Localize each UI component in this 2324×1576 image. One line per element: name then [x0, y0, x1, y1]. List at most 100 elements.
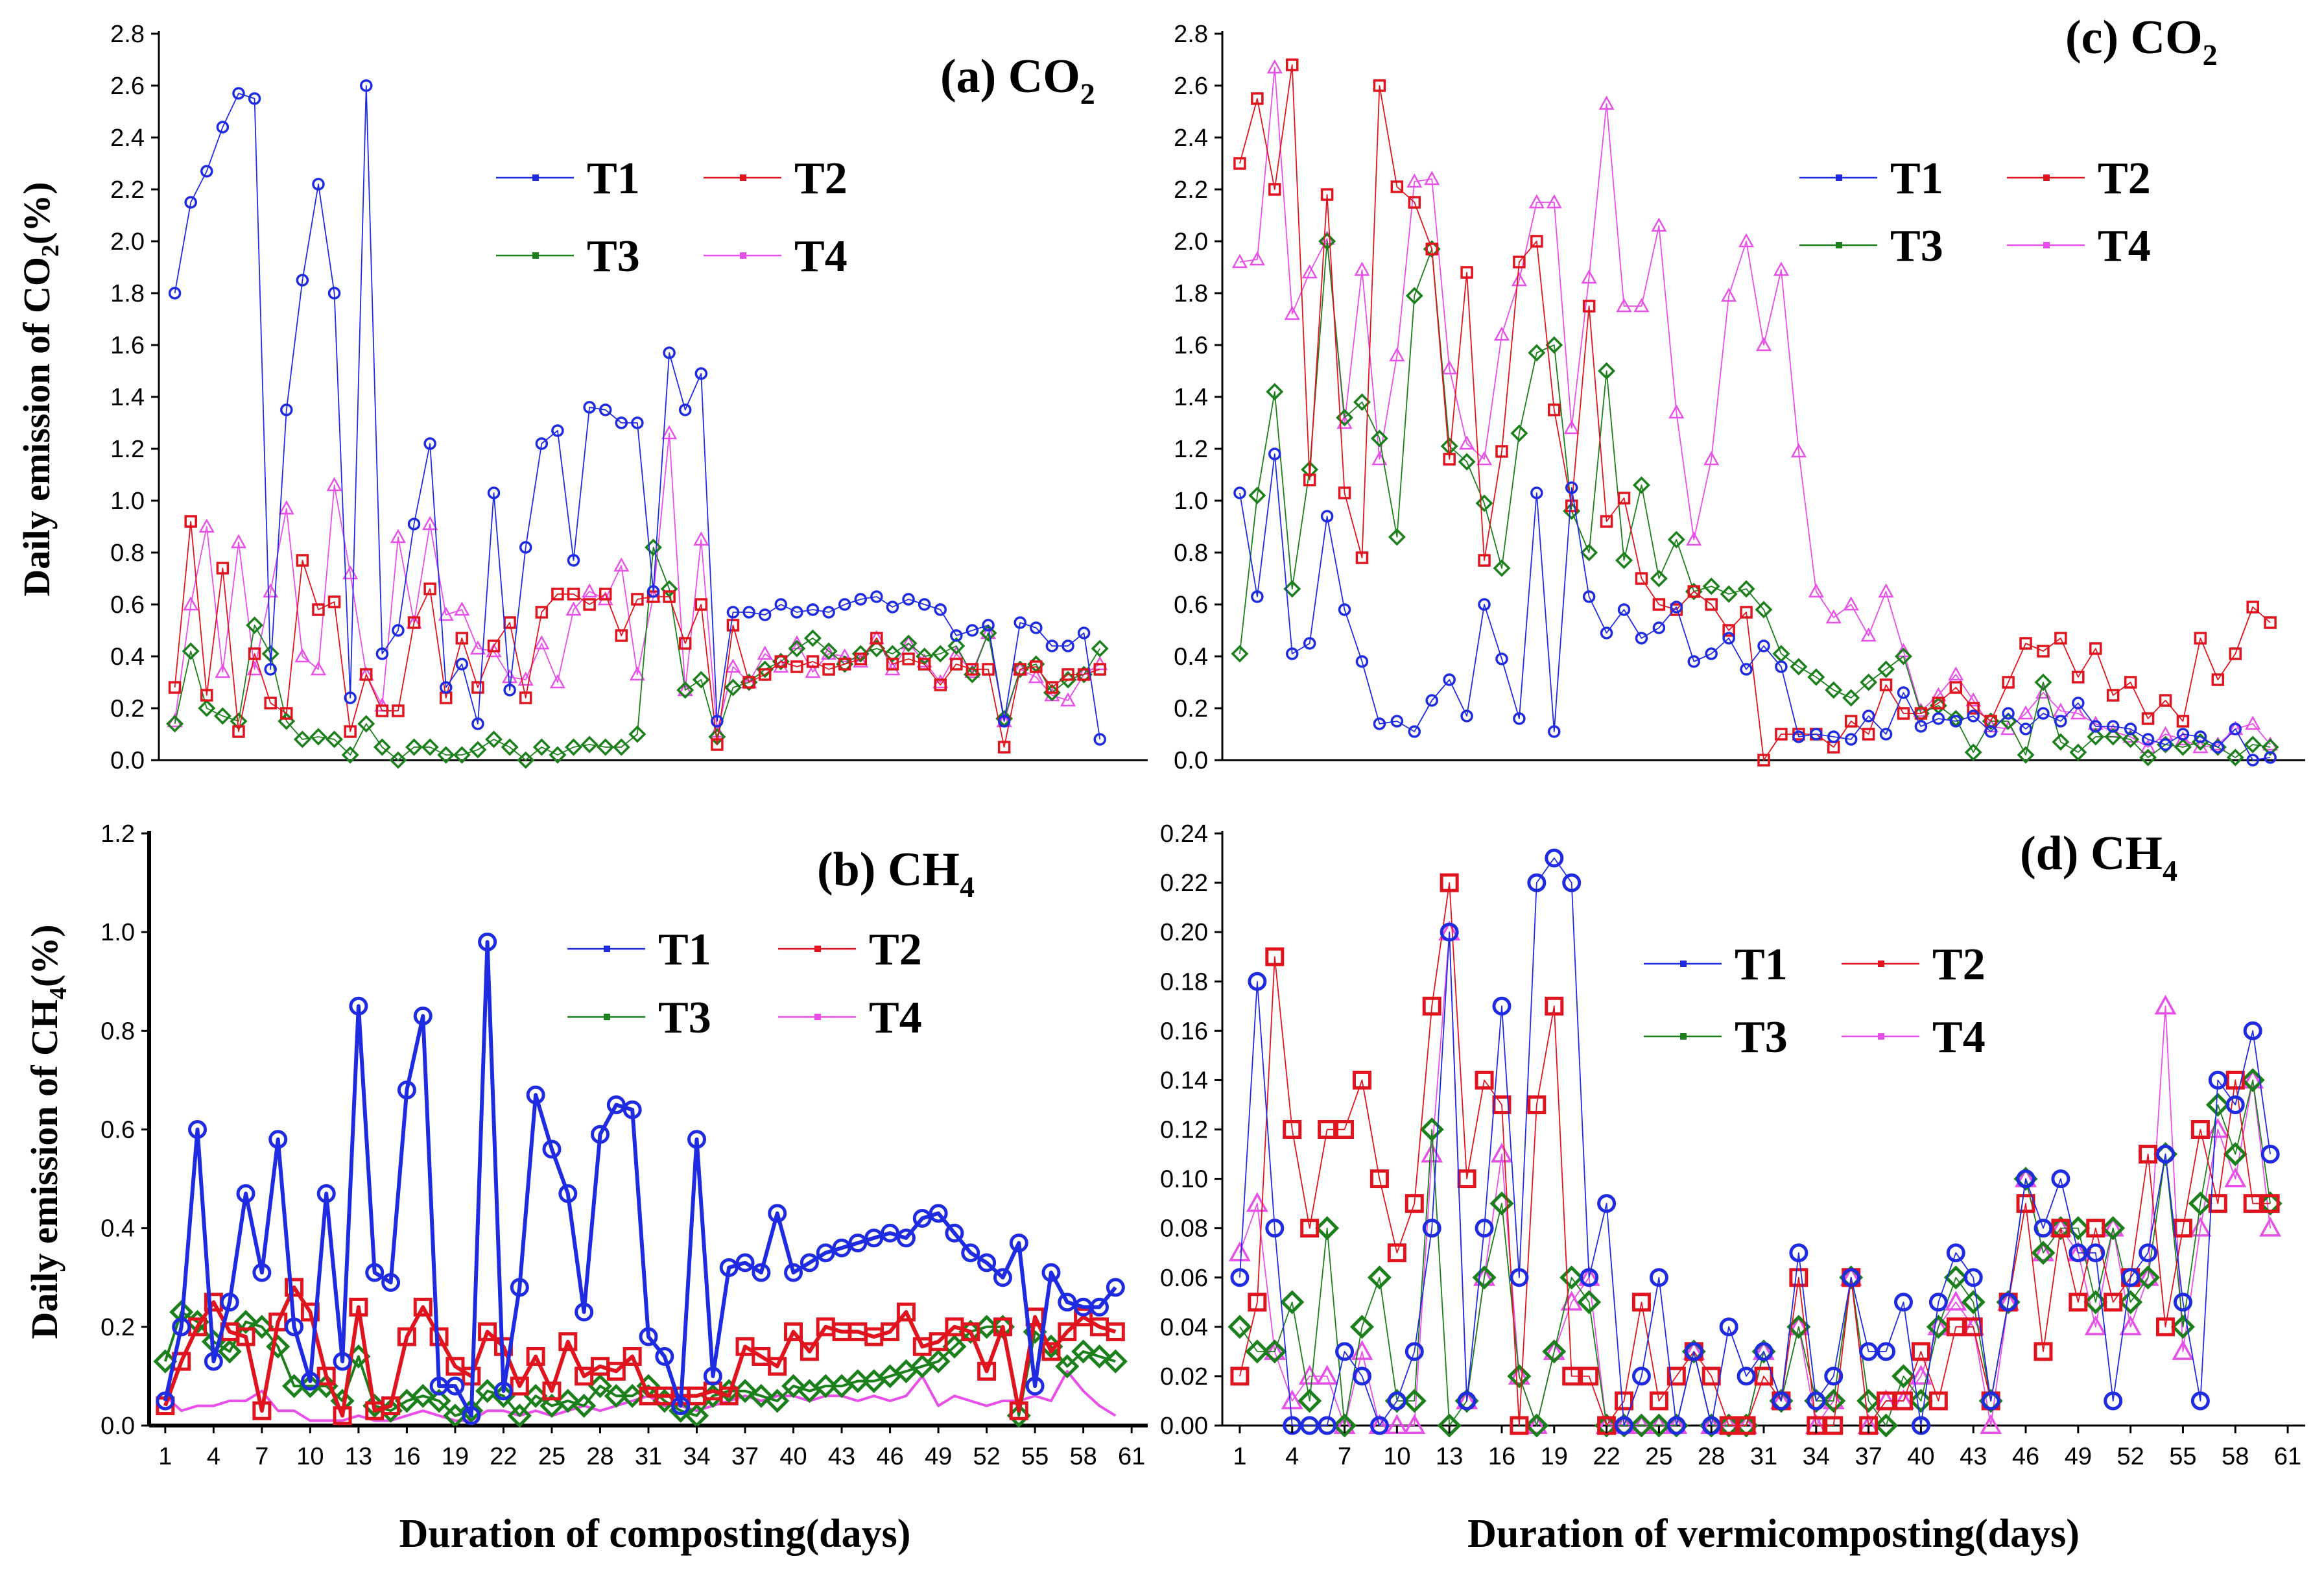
panel-d-point-t2 — [1545, 996, 1564, 1016]
panel-a-point-t2 — [902, 652, 915, 665]
panel-b-point-t1 — [881, 1223, 900, 1243]
panel-b-point-t3 — [813, 1374, 838, 1398]
panel-d-point-t2 — [2208, 1194, 2227, 1213]
panel-b-point-t2 — [800, 1342, 819, 1361]
panel-d-legend-item-t4: T4 — [1842, 1012, 1986, 1062]
panel-c-point-t2 — [1600, 515, 1613, 528]
panel-b-point-t2 — [575, 1367, 594, 1386]
panel-b-point-t1 — [172, 1317, 191, 1337]
panel-a-point-t3 — [293, 730, 311, 748]
panel-a-point-t4 — [661, 425, 678, 440]
panel-d-point-t2 — [1580, 1367, 1599, 1386]
panel-d-point-t2 — [1631, 1293, 1651, 1312]
panel-a-point-t4 — [294, 648, 311, 663]
panel-a-point-t4 — [549, 674, 566, 689]
panel-d-point-t2 — [1789, 1268, 1808, 1287]
panel-c-point-t3 — [1737, 580, 1755, 598]
panel-b-point-t1 — [252, 1263, 272, 1282]
panel-d-point-t1 — [1666, 1416, 1686, 1435]
panel-c-point-t3 — [1580, 543, 1598, 562]
panel-a-point-t2 — [726, 619, 740, 632]
panel-c-point-t3 — [1615, 551, 1633, 569]
panel-b-point-t3 — [1103, 1349, 1128, 1374]
panel-a-point-t3 — [469, 741, 487, 759]
panel-a-title: (a) CO2 — [940, 50, 1095, 110]
panel-a-point-t4 — [422, 516, 438, 531]
panel-c-point-t4 — [1773, 261, 1790, 276]
panel-c-point-t3 — [2034, 673, 2052, 691]
panel-d-xtick-label: 25 — [1645, 1443, 1672, 1470]
panel-d-point-t1 — [1422, 1219, 1441, 1238]
panel-c-legend-label: T3 — [1890, 221, 1943, 271]
panel-d-point-t2 — [1475, 1070, 1494, 1090]
panel-a-ytick-label: 0.6 — [110, 591, 145, 619]
panel-c-point-t4 — [1668, 404, 1685, 419]
panel-a-point-t2 — [280, 707, 293, 720]
panel-d-point-t4 — [1927, 1315, 1950, 1335]
panel-d-point-t2 — [1300, 1219, 1320, 1238]
panel-a-point-t4 — [469, 640, 486, 655]
panel-c-point-t3 — [1370, 429, 1388, 448]
panel-d-point-t1 — [1352, 1367, 1371, 1386]
panel-a-point-t4 — [1028, 669, 1044, 684]
panel-b-point-t1 — [864, 1228, 884, 1248]
panel-a-legend-marker-t3 — [532, 252, 539, 259]
panel-d-point-t2 — [2016, 1194, 2035, 1213]
panel-a-point-t2 — [774, 655, 788, 668]
panel-c-ytick-label: 0.6 — [1174, 591, 1208, 619]
panel-c-point-t1 — [1740, 663, 1753, 676]
panel-b-point-t1 — [655, 1346, 674, 1366]
panel-a-point-t1 — [567, 554, 580, 567]
panel-a-point-t2 — [790, 660, 803, 673]
panel-d-xtick-label: 1 — [1233, 1443, 1246, 1470]
panel-c-series — [1231, 58, 2279, 767]
panel-c-point-t1 — [1443, 673, 1456, 686]
panel-b-legend-item-t4: T4 — [778, 993, 922, 1043]
panel-d-legend-marker-t3 — [1680, 1033, 1687, 1040]
panel-c-point-t3 — [2104, 728, 2122, 746]
panel-d-point-t2 — [1946, 1317, 1965, 1337]
panel-c-point-t2 — [1844, 715, 1858, 728]
panel-a-point-t1 — [503, 684, 516, 697]
panel-a-point-t3 — [947, 637, 966, 655]
panel-b-point-t1 — [703, 1367, 722, 1386]
panel-a-ytick-label: 1.6 — [110, 332, 145, 359]
panel-a-point-t2 — [663, 590, 676, 603]
panel-d-point-t1 — [2156, 1145, 2176, 1164]
panel-c-point-t2 — [1233, 157, 1246, 170]
panel-c-point-t3 — [1510, 424, 1528, 442]
panel-c-point-t2 — [1443, 453, 1456, 466]
panel-c-point-t2 — [2246, 601, 2259, 614]
panel-c-point-t2 — [1582, 300, 1596, 313]
panel-c-point-t4 — [1738, 233, 1755, 248]
panel-a-point-t1 — [646, 585, 660, 598]
panel-c-legend-item-t2: T2 — [2007, 154, 2151, 204]
panel-c-point-t1 — [1408, 725, 1421, 738]
panel-d-point-t2 — [1615, 1391, 1634, 1411]
panel-d-point-t2 — [2243, 1194, 2262, 1213]
panel-d-point-t1 — [1510, 1268, 1529, 1287]
panel-b-xtick-label: 22 — [490, 1443, 517, 1470]
panel-b-point-t2 — [413, 1297, 433, 1317]
panel-a-legend-item-t2: T2 — [704, 154, 848, 204]
panel-a-point-t1 — [216, 121, 230, 134]
panel-d-point-t3 — [1646, 1413, 1671, 1438]
panel-a-point-t1 — [982, 619, 995, 632]
panel-d-point-t3 — [1437, 1413, 1462, 1438]
panel-a-point-t4 — [582, 583, 598, 598]
panel-a-series-t2 — [168, 515, 1106, 754]
panel-c-point-t2 — [1757, 754, 1770, 767]
panel-c-point-t1 — [2141, 733, 2155, 746]
panel-b-xtick-label: 31 — [635, 1443, 662, 1470]
panel-d-point-t4 — [1787, 1315, 1810, 1335]
panel-d-legend-item-t1: T1 — [1644, 940, 1788, 990]
panel-b-xtick-label: 55 — [1021, 1443, 1049, 1470]
panel-c-point-t2 — [1320, 188, 1334, 201]
panel-d-point-t4 — [1980, 1414, 2002, 1434]
panel-b-point-t1 — [1009, 1233, 1028, 1252]
panel-c-point-t1 — [1862, 710, 1875, 722]
panel-b-ytick-label: 0.2 — [101, 1314, 135, 1341]
panel-d-point-t3 — [1333, 1413, 1357, 1438]
panel-c-point-t1 — [1373, 717, 1386, 730]
panel-a-point-t4 — [980, 625, 997, 639]
